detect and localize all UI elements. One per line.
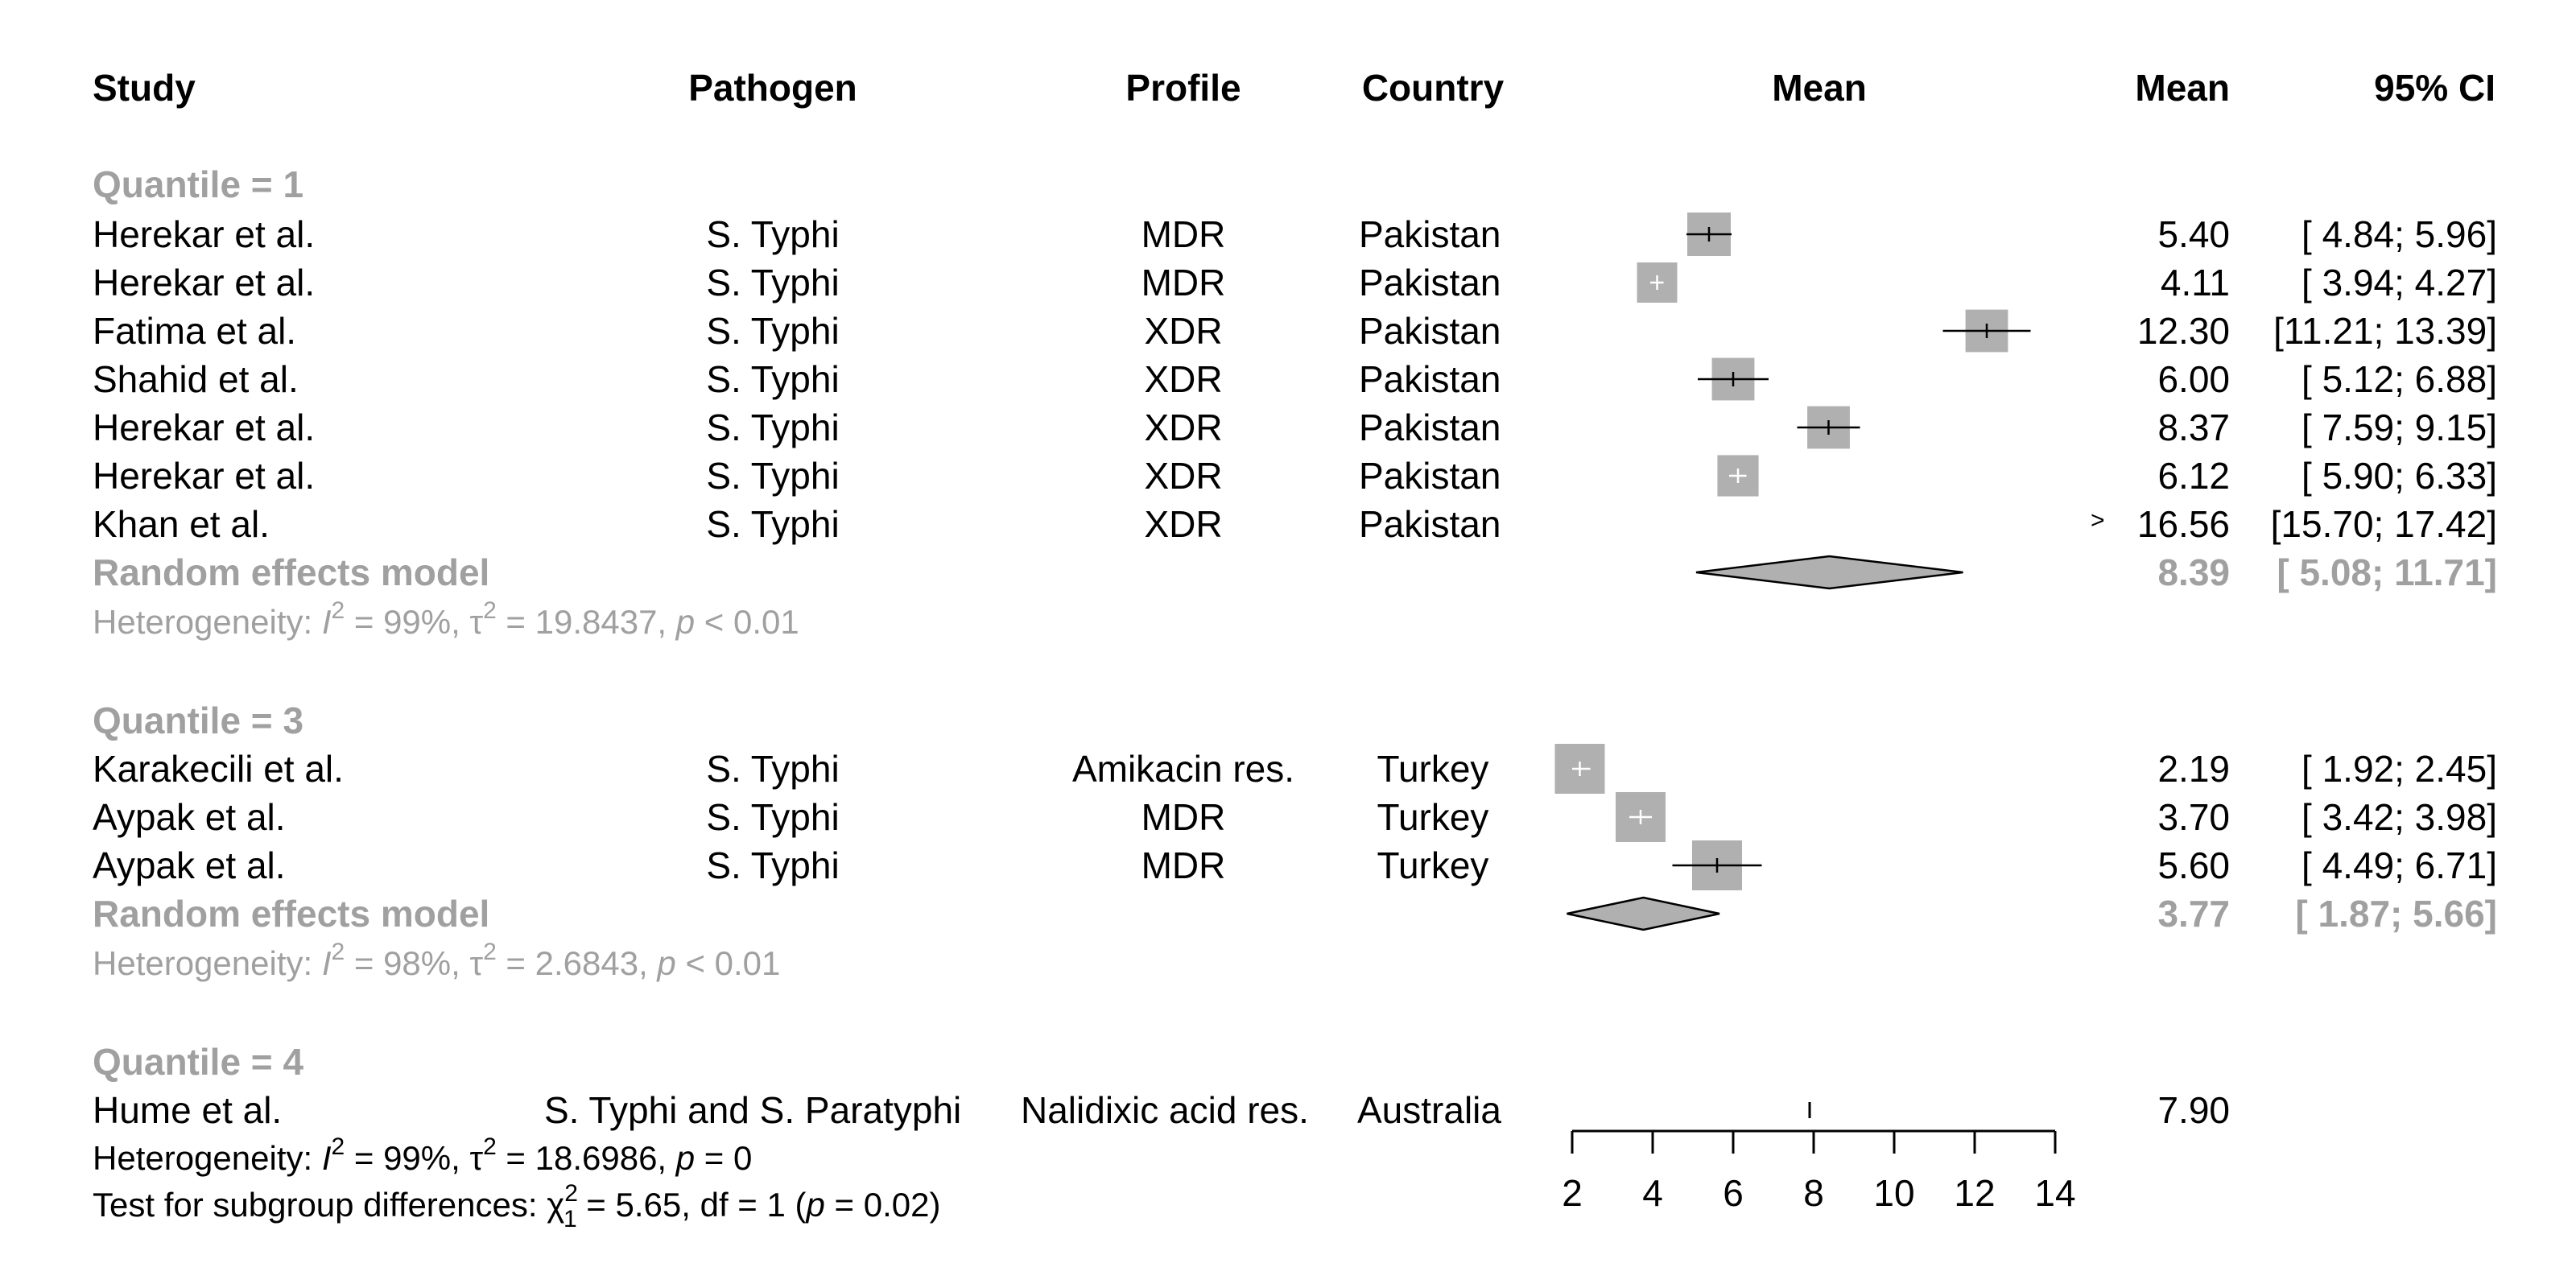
row-study: Herekar et al. (93, 407, 316, 448)
header-study: Study (93, 67, 196, 109)
row-mean: 7.90 (2157, 1089, 2230, 1131)
row-country: Pakistan (1359, 213, 1501, 255)
row-country: Australia (1357, 1089, 1501, 1131)
model-label: Random effects model (93, 893, 490, 935)
row-profile: MDR (1141, 213, 1226, 255)
x-axis-tick-label: 10 (1873, 1172, 1914, 1214)
row-country: Pakistan (1359, 358, 1501, 400)
x-axis-tick-label: 12 (1954, 1172, 1995, 1214)
row-mean: 4.11 (2160, 262, 2230, 303)
row-ci: [ 4.49; 6.71] (2301, 844, 2497, 886)
x-axis-tick-label: 6 (1723, 1172, 1744, 1214)
row-pathogen: S. Typhi and S. Paratyphi (544, 1089, 962, 1131)
row-mean: 6.00 (2157, 358, 2230, 400)
row-study: Aypak et al. (93, 796, 286, 838)
row-study: Karakecili et al. (93, 748, 344, 790)
group-label: Quantile = 3 (93, 700, 304, 741)
row-pathogen: S. Typhi (706, 310, 840, 352)
row-study: Khan et al. (93, 503, 270, 545)
row-profile: XDR (1144, 358, 1223, 400)
row-profile: MDR (1141, 796, 1226, 838)
row-mean: 6.12 (2157, 455, 2230, 497)
x-axis-tick-label: 14 (2034, 1172, 2075, 1214)
row-country: Turkey (1377, 796, 1489, 838)
overall-heterogeneity-text: Heterogeneity: I2 = 99%, τ2 = 18.6986, p… (93, 1133, 753, 1178)
row-country: Pakistan (1359, 407, 1501, 448)
row-country: Turkey (1377, 748, 1489, 790)
model-ci: [ 5.08; 11.71] (2277, 551, 2497, 593)
row-ci: [ 5.90; 6.33] (2301, 455, 2497, 497)
x-axis-tick-label: 2 (1562, 1172, 1583, 1214)
group-label: Quantile = 4 (93, 1041, 304, 1083)
model-mean: 8.39 (2157, 551, 2230, 593)
out-of-range-arrow: > (2091, 507, 2105, 534)
row-pathogen: S. Typhi (706, 748, 840, 790)
row-profile: Amikacin res. (1071, 748, 1295, 790)
pooled-estimate-diamond (1567, 896, 1720, 931)
row-ci: [ 4.84; 5.96] (2301, 213, 2497, 255)
x-axis-tick-label: 8 (1803, 1172, 1824, 1214)
row-profile: MDR (1141, 262, 1226, 303)
row-study: Fatima et al. (93, 310, 297, 352)
row-mean: 8.37 (2157, 407, 2230, 448)
row-profile: XDR (1144, 503, 1223, 545)
row-country: Pakistan (1359, 310, 1501, 352)
x-axis-tick-label: 4 (1642, 1172, 1663, 1214)
row-ci: [11.21; 13.39] (2273, 310, 2497, 352)
row-mean: 12.30 (2136, 310, 2230, 352)
row-pathogen: S. Typhi (706, 503, 840, 545)
header-country: Country (1361, 67, 1505, 109)
row-mean: 2.19 (2157, 748, 2230, 790)
row-pathogen: S. Typhi (706, 358, 840, 400)
row-study: Hume et al. (93, 1089, 283, 1131)
row-profile: XDR (1144, 455, 1223, 497)
pooled-estimate-diamond (1695, 555, 1963, 590)
row-profile: XDR (1144, 310, 1223, 352)
model-label: Random effects model (93, 551, 490, 593)
model-mean: 3.77 (2157, 893, 2230, 935)
row-ci: [ 1.92; 2.45] (2301, 748, 2497, 790)
row-study: Herekar et al. (93, 262, 316, 303)
header-ci: 95% CI (2374, 67, 2496, 109)
row-mean: 3.70 (2157, 796, 2230, 838)
row-study: Herekar et al. (93, 455, 316, 497)
row-country: Pakistan (1359, 503, 1501, 545)
row-study: Herekar et al. (93, 213, 316, 255)
row-pathogen: S. Typhi (706, 262, 840, 303)
row-pathogen: S. Typhi (706, 844, 840, 886)
row-ci: [ 3.94; 4.27] (2301, 262, 2497, 303)
row-pathogen: S. Typhi (706, 213, 840, 255)
group-label: Quantile = 1 (93, 163, 304, 205)
heterogeneity-text: Heterogeneity: I2 = 99%, τ2 = 19.8437, p… (93, 597, 799, 642)
row-pathogen: S. Typhi (706, 407, 840, 448)
heterogeneity-text: Heterogeneity: I2 = 98%, τ2 = 2.6843, p … (93, 939, 781, 983)
model-ci: [ 1.87; 5.66] (2295, 893, 2497, 935)
row-ci: [ 7.59; 9.15] (2301, 407, 2497, 448)
row-country: Pakistan (1359, 455, 1501, 497)
row-study: Aypak et al. (93, 844, 286, 886)
row-profile: Nalidixic acid res. (1021, 1089, 1309, 1131)
header-mean: Mean (2135, 67, 2230, 109)
row-ci: [ 3.42; 3.98] (2301, 796, 2497, 838)
row-mean: 5.60 (2157, 844, 2230, 886)
row-pathogen: S. Typhi (706, 796, 840, 838)
row-ci: [15.70; 17.42] (2270, 503, 2497, 545)
row-pathogen: S. Typhi (706, 455, 840, 497)
header-pathogen: Pathogen (688, 67, 857, 109)
row-ci: [ 5.12; 6.88] (2301, 358, 2497, 400)
row-mean: 16.56 (2136, 503, 2230, 545)
header-profile: Profile (1125, 67, 1241, 109)
row-profile: MDR (1141, 844, 1226, 886)
row-profile: XDR (1144, 407, 1223, 448)
row-country: Turkey (1377, 844, 1489, 886)
header-plot-mean: Mean (1772, 67, 1867, 109)
subgroup-test-text: Test for subgroup differences: χ21 = 5.6… (93, 1180, 941, 1233)
row-study: Shahid et al. (93, 358, 299, 400)
row-country: Pakistan (1359, 262, 1501, 303)
row-mean: 5.40 (2157, 213, 2230, 255)
